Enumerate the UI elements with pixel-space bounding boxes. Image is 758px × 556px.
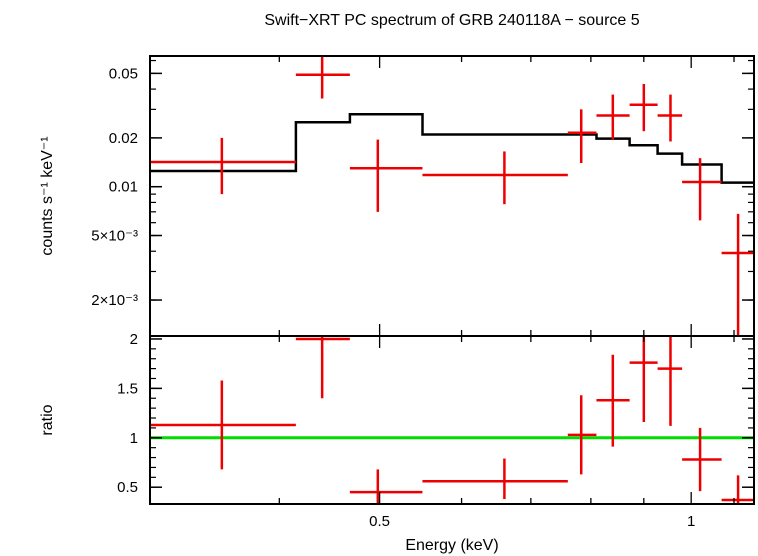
spectrum-data-point xyxy=(150,137,296,195)
ratio-data-point xyxy=(567,395,597,475)
spectrum-y-axis-label: counts s⁻¹ keV⁻¹ xyxy=(39,136,56,255)
spectrum-data-point xyxy=(629,84,658,132)
spectrum-data-point xyxy=(682,158,722,221)
ratio-data-point xyxy=(721,475,754,504)
ratio-series xyxy=(150,336,754,504)
spectrum-data-point xyxy=(657,94,683,142)
ratio-data-point xyxy=(295,336,350,399)
spectrum-data-point xyxy=(295,56,350,99)
ratio-data-point xyxy=(422,458,568,500)
spectrum-data-point xyxy=(721,213,754,336)
ratio-data-point xyxy=(682,427,722,492)
y-tick-label: 0.01 xyxy=(109,179,138,196)
y-tick-label: 1 xyxy=(130,430,138,447)
ratio-data-point xyxy=(629,336,658,422)
spectrum-data-point xyxy=(422,151,568,205)
y-tick-label: 0.02 xyxy=(109,130,138,147)
ratio-data-point xyxy=(657,336,683,426)
y-tick-label: 0.05 xyxy=(109,65,138,82)
chart-title: Swift−XRT PC spectrum of GRB 240118A − s… xyxy=(264,12,639,29)
x-tick-label: 1 xyxy=(687,513,695,530)
x-tick-label: 0.5 xyxy=(369,513,390,530)
x-axis-label: Energy (keV) xyxy=(405,537,498,554)
spectrum-series xyxy=(150,56,754,336)
ratio-panel: 0.5 1 1.5 2 ratio xyxy=(39,331,755,505)
y-tick-label: 0.5 xyxy=(117,479,138,496)
spectrum-axis-ticks: 0.05 0.02 0.01 5×10⁻³ 2×10⁻³ xyxy=(91,59,754,309)
ratio-data-point xyxy=(349,469,423,504)
ratio-y-axis-label: ratio xyxy=(39,404,56,435)
model-line xyxy=(150,112,754,184)
spectrum-data-point xyxy=(567,109,597,164)
spectrum-data-point xyxy=(596,94,630,140)
x-axis-ticks: 0.5 1 xyxy=(149,56,735,530)
ratio-data-point xyxy=(596,354,630,447)
y-tick-label: 2 xyxy=(130,331,138,348)
spectrum-frame xyxy=(149,55,755,337)
y-tick-label: 1.5 xyxy=(117,380,138,397)
spectrum-panel: 0.05 0.02 0.01 5×10⁻³ 2×10⁻³ counts s⁻¹ keV⁻… xyxy=(39,55,755,337)
ratio-axis-ticks: 0.5 1 1.5 2 xyxy=(117,331,754,496)
ratio-data-point xyxy=(150,380,296,470)
y-tick-label: 2×10⁻³ xyxy=(91,292,138,309)
spectrum-data-point xyxy=(349,139,423,212)
y-tick-label: 5×10⁻³ xyxy=(91,228,138,245)
ratio-frame xyxy=(149,335,755,505)
